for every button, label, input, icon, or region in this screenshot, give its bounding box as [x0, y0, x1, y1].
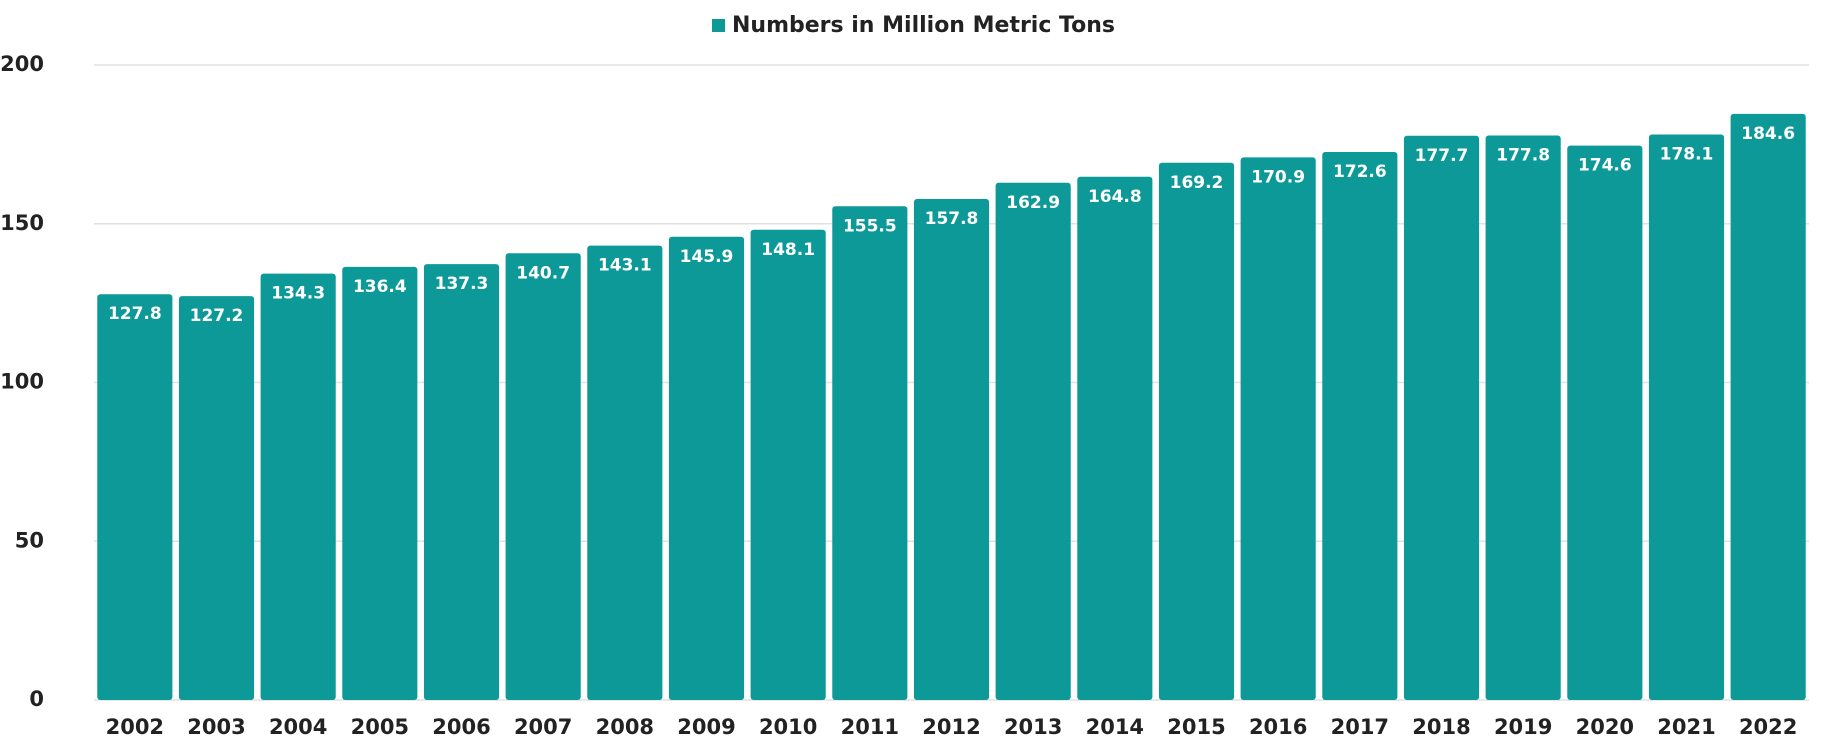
bar	[1403, 135, 1480, 701]
x-tick-label: 2006	[432, 715, 490, 739]
y-tick-label: 150	[0, 211, 44, 235]
legend: Numbers in Million Metric Tons	[712, 13, 1115, 38]
data-label: 170.9	[1251, 167, 1305, 187]
x-tick-label: 2013	[1004, 715, 1062, 739]
data-label: 155.5	[843, 216, 897, 236]
x-tick-label: 2020	[1576, 715, 1634, 739]
bar	[423, 264, 500, 700]
data-label: 145.9	[680, 247, 734, 267]
bar	[178, 296, 255, 700]
data-label: 169.2	[1170, 173, 1224, 193]
data-label: 184.6	[1741, 124, 1795, 144]
x-tick-label: 2015	[1167, 715, 1225, 739]
bar	[1322, 151, 1398, 700]
x-tick-label: 2022	[1739, 715, 1797, 739]
bar	[668, 236, 745, 700]
bar	[260, 273, 336, 700]
x-tick-label: 2011	[841, 715, 899, 739]
data-label: 134.3	[271, 284, 325, 304]
bar	[342, 266, 418, 700]
x-tick-label: 2005	[351, 715, 409, 739]
x-tick-label: 2008	[596, 715, 654, 739]
data-label: 140.7	[516, 263, 570, 283]
data-label: 177.7	[1415, 146, 1469, 166]
x-tick-label: 2021	[1657, 715, 1715, 739]
y-tick-label: 0	[29, 687, 44, 711]
bar	[1158, 162, 1235, 701]
data-label: 164.8	[1088, 187, 1142, 207]
x-tick-label: 2014	[1086, 715, 1144, 739]
data-label: 143.1	[598, 256, 652, 276]
x-tick-label: 2004	[269, 715, 327, 739]
bar	[995, 182, 1071, 701]
bar	[587, 245, 663, 700]
bar	[1648, 134, 1725, 701]
data-label: 137.3	[435, 274, 489, 294]
data-label: 148.1	[761, 240, 815, 260]
x-tick-label: 2009	[677, 715, 735, 739]
y-tick-label: 100	[0, 370, 44, 394]
bar	[750, 229, 826, 700]
data-label: 136.4	[353, 277, 407, 297]
bar	[832, 206, 908, 700]
bar	[1567, 145, 1643, 700]
data-label: 172.6	[1333, 162, 1387, 182]
bar	[97, 294, 173, 700]
data-label: 157.8	[925, 209, 979, 229]
data-label: 174.6	[1578, 156, 1632, 176]
bar	[1485, 135, 1561, 701]
y-tick-label: 50	[15, 528, 44, 552]
x-tick-label: 2019	[1494, 715, 1552, 739]
x-tick-label: 2003	[187, 715, 245, 739]
x-tick-label: 2012	[922, 715, 980, 739]
bar	[1240, 157, 1316, 700]
x-tick-label: 2010	[759, 715, 817, 739]
x-tick-label: 2016	[1249, 715, 1307, 739]
data-label: 127.8	[108, 304, 162, 324]
x-tick-label: 2007	[514, 715, 572, 739]
x-tick-label: 2002	[106, 715, 164, 739]
y-tick-label: 200	[0, 52, 44, 76]
x-tick-label: 2018	[1412, 715, 1470, 739]
bar	[913, 198, 990, 701]
legend-label: Numbers in Million Metric Tons	[732, 13, 1115, 38]
data-label: 178.1	[1660, 145, 1714, 165]
data-label: 127.2	[190, 306, 244, 326]
x-tick-label: 2017	[1331, 715, 1389, 739]
data-label: 177.8	[1496, 145, 1550, 165]
data-label: 162.9	[1006, 193, 1060, 213]
bar	[1730, 113, 1806, 700]
legend-marker	[712, 19, 725, 32]
bar	[1077, 176, 1153, 700]
bar	[505, 253, 581, 700]
